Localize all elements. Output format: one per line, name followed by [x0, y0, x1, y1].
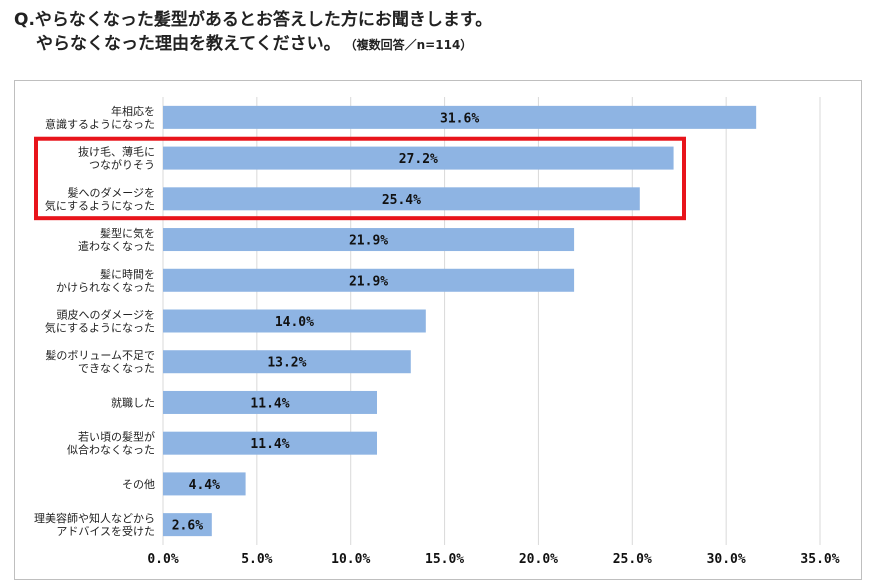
bar [163, 350, 411, 374]
bar [163, 268, 575, 292]
category-label: 髪型に気を [100, 226, 155, 240]
category-label: 髪に時間を [100, 267, 155, 281]
bar [163, 105, 757, 129]
category-label: 遣わなくなった [78, 239, 155, 253]
category-label: かけられなくなった [56, 281, 155, 294]
category-label: 髪へのダメージを [68, 185, 155, 199]
category-label: つながりそう [89, 158, 155, 172]
category-label: 意識するようになった [45, 117, 155, 131]
chart-frame [14, 80, 862, 580]
category-label: 髪のボリューム不足で [45, 348, 155, 362]
bar [163, 431, 377, 455]
bar [163, 228, 575, 252]
category-label: 若い頃の髪型が [78, 430, 155, 444]
x-tick-label: 35.0% [800, 552, 839, 567]
category-label: 気にするようになった [45, 321, 155, 335]
chart-title: Q.やらなくなった髪型があるとお答えした方にお聞きします。 やらなくなった理由を… [14, 8, 492, 57]
x-tick-label: 25.0% [613, 552, 652, 567]
value-label: 2.6% [172, 519, 203, 534]
bar [163, 513, 212, 537]
category-label: アドバイスを受けた [56, 525, 155, 538]
bar [163, 390, 377, 414]
value-label: 11.4% [250, 396, 289, 411]
category-label: 似合わなくなった [67, 443, 155, 457]
category-label: 年相応を [111, 104, 155, 118]
value-label: 14.0% [275, 315, 314, 330]
category-label: 抜け毛、薄毛に [78, 145, 155, 159]
value-label: 27.2% [399, 152, 438, 167]
highlight-box [34, 136, 686, 221]
category-label: その他 [122, 478, 155, 491]
x-tick-label: 5.0% [241, 552, 272, 567]
bar [163, 187, 640, 211]
bar [163, 472, 246, 496]
value-label: 13.2% [267, 356, 306, 371]
value-label: 25.4% [382, 193, 421, 208]
value-label: 21.9% [349, 274, 388, 289]
x-tick-label: 10.0% [331, 552, 370, 567]
x-tick-label: 30.0% [707, 552, 746, 567]
x-tick-label: 0.0% [147, 552, 178, 567]
sample-note: （複数回答／n=114） [350, 38, 473, 52]
category-label: 理美容師や知人などから [34, 511, 155, 525]
category-label: 頭皮へのダメージを [57, 308, 155, 322]
bar [163, 146, 674, 170]
title-line-1: Q.やらなくなった髪型があるとお答えした方にお聞きします。 [14, 10, 493, 30]
category-label: できなくなった [78, 362, 155, 375]
value-label: 21.9% [349, 234, 388, 249]
value-label: 4.4% [189, 478, 220, 493]
category-label: 気にするようになった [45, 198, 155, 212]
value-label: 31.6% [440, 111, 479, 126]
bar [163, 309, 426, 333]
title-line-2: やらなくなった理由を教えてください。 （複数回答／n=114） [14, 32, 492, 57]
value-label: 11.4% [250, 437, 289, 452]
category-label: 就職した [111, 395, 155, 409]
x-tick-label: 20.0% [519, 552, 558, 567]
title-line-2-text: やらなくなった理由を教えてください。 [36, 34, 341, 54]
x-tick-label: 15.0% [425, 552, 464, 567]
